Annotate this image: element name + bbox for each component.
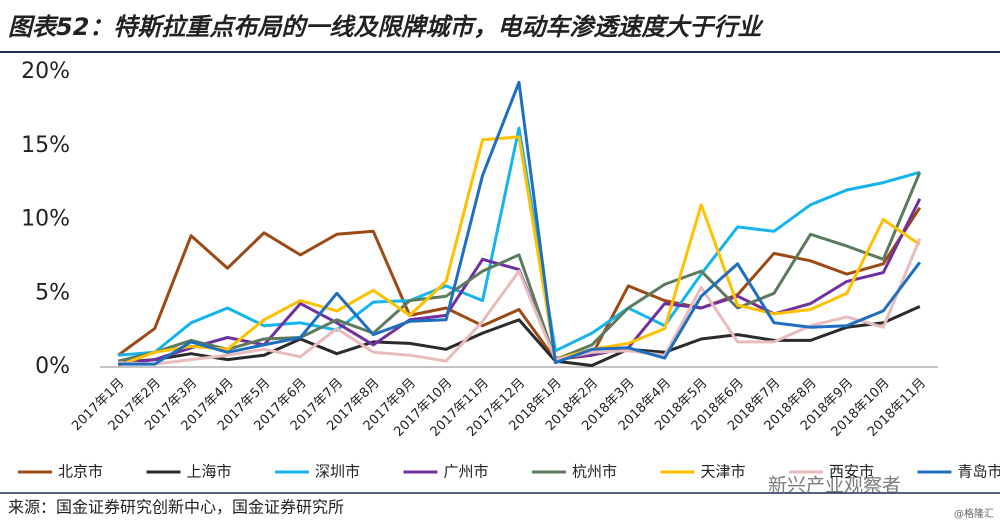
legend-label: 青岛市 xyxy=(958,463,1000,481)
y-tick-label: 10% xyxy=(21,207,70,232)
legend-label: 广州市 xyxy=(444,463,489,481)
y-tick-label: 5% xyxy=(35,280,70,305)
legend-label: 杭州市 xyxy=(572,463,617,481)
y-tick-label: 20% xyxy=(21,59,70,84)
y-tick-label: 15% xyxy=(21,133,70,158)
chart-title: 图表52：特斯拉重点布局的一线及限牌城市，电动车渗透速度大于行业 xyxy=(8,13,764,41)
legend-label: 天津市 xyxy=(701,463,746,481)
credit: @格隆汇 xyxy=(954,507,994,520)
series-line xyxy=(118,307,920,366)
legend-label: 深圳市 xyxy=(315,463,360,481)
legend-label: 北京市 xyxy=(58,463,103,481)
series-line xyxy=(118,172,920,361)
y-tick-label: 0% xyxy=(35,354,70,379)
source: 来源：国金证券研究创新中心，国金证券研究所 xyxy=(8,498,344,517)
series-line xyxy=(118,208,920,360)
legend-label: 西安市 xyxy=(829,463,874,481)
legend-label: 上海市 xyxy=(187,463,232,481)
